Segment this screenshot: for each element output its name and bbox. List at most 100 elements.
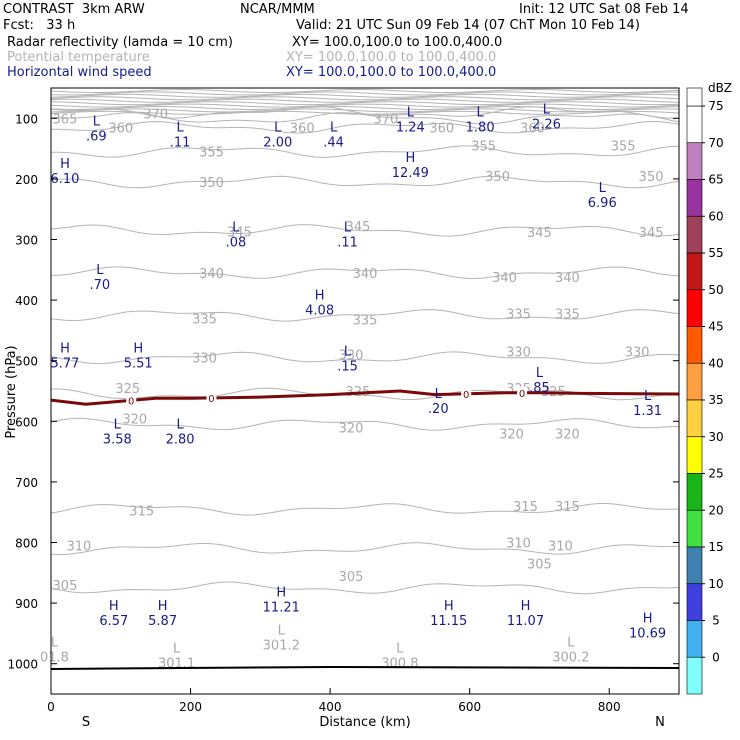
y-tick-label: 200 — [15, 173, 38, 187]
colorbar-unit: dBZ — [708, 81, 732, 95]
theta-contour-line — [50, 309, 680, 322]
wind-extremum-type: H — [60, 342, 70, 357]
theta-contour-label: 360 — [520, 121, 545, 136]
field-wind-name: Horizontal wind speed — [7, 65, 152, 80]
colorbar-level-label: 20 — [708, 503, 723, 517]
theta-contour-label: 370 — [374, 112, 399, 127]
field-reflectivity-name: Radar reflectivity (lamda = 10 cm) — [7, 35, 233, 50]
wind-extremum-value: 4.08 — [305, 303, 334, 318]
wind-extremum-type: L — [543, 102, 551, 117]
theta-contour-label: 320 — [555, 427, 580, 442]
y-tick-label: 600 — [15, 415, 38, 429]
header-line1-left: CONTRAST 3km ARW — [3, 2, 145, 17]
theta-extremum-type: L — [51, 636, 59, 651]
theta-extremum-value: 301.2 — [263, 638, 300, 653]
colorbar-swatch — [686, 362, 703, 401]
y-tick-label: 900 — [15, 597, 38, 611]
wind-extremum-type: L — [274, 120, 282, 135]
y-tick-label: 1000 — [7, 658, 38, 672]
wind-extremum-type: L — [176, 417, 184, 432]
wind-extremum-value: 5.77 — [50, 357, 79, 372]
theta-contour-label: 320 — [499, 427, 524, 442]
colorbar-swatch — [686, 473, 703, 511]
theta-extremum-type: L — [173, 642, 181, 657]
wind-extremum-type: L — [477, 105, 485, 120]
wind-extremum-type: H — [158, 599, 168, 614]
wind-extremum-type: L — [407, 105, 415, 120]
theta-extremum-type: L — [567, 636, 575, 651]
wind-extremum-value: .44 — [323, 135, 344, 150]
theta-contour-line — [50, 103, 680, 108]
theta-contour-label: 325 — [115, 382, 140, 397]
freezing-level-label: 0 — [208, 394, 214, 405]
theta-contour-line — [50, 91, 680, 96]
theta-contour-line — [50, 88, 680, 94]
wind-extremum-type: L — [435, 387, 443, 402]
wind-extremum-value: 5.87 — [148, 614, 177, 629]
freezing-level-label: 0 — [519, 389, 525, 400]
theta-contour-label: 315 — [513, 500, 538, 515]
wind-extremum-value: 10.69 — [629, 626, 666, 641]
header-line2-right: Valid: 21 UTC Sun 09 Feb 14 (07 ChT Mon … — [296, 18, 640, 33]
colorbar-level-label: 15 — [708, 540, 723, 554]
colorbar-swatch — [686, 326, 703, 364]
theta-contour-label: 350 — [639, 170, 664, 185]
colorbar-level-label: 50 — [708, 283, 723, 297]
theta-contour-label: 370 — [143, 107, 168, 122]
x-axis-start-label: S — [82, 715, 90, 730]
theta-contour-label: 340 — [555, 271, 580, 286]
theta-contour-line — [51, 145, 680, 158]
wind-extrema: L.69L.11L2.00L.44L1.24L1.80L2.26H6.10H12… — [50, 102, 666, 641]
theta-contour-label: 360 — [429, 121, 454, 136]
theta-contour-label: 365 — [53, 112, 78, 127]
y-tick-label: 300 — [15, 234, 38, 248]
theta-contour-label: 340 — [353, 267, 378, 282]
theta-contour-label: 360 — [290, 121, 315, 136]
colorbar-level-label: 0 — [712, 650, 720, 664]
y-axis-label: Pressure (hPa) — [4, 345, 19, 438]
freezing-line: 0 0 0 0 — [50, 386, 680, 407]
y-tick-label: 800 — [15, 537, 38, 551]
wind-extremum-type: H — [276, 585, 286, 600]
theta-contour-line — [50, 101, 680, 106]
theta-contour-label: 345 — [227, 226, 252, 241]
theta-contour-line — [50, 93, 680, 98]
theta-contour-label: 355 — [199, 146, 224, 161]
colorbar-level-label: 55 — [708, 246, 723, 260]
x-tick-label: 400 — [319, 700, 342, 714]
theta-contour-label: 305 — [339, 570, 364, 585]
colorbar-swatch — [686, 105, 703, 144]
freezing-label-bg — [517, 386, 527, 399]
theta-contour-line — [50, 108, 680, 113]
theta-contour-label: 330 — [506, 346, 531, 361]
theta-contour-line — [51, 120, 680, 134]
x-tick-label: 600 — [458, 700, 481, 714]
colorbar-level-label: 75 — [708, 99, 723, 113]
colorbar-level-label: 5 — [712, 614, 720, 628]
theta-contour-line — [50, 98, 680, 103]
theta-contour-label: 345 — [639, 226, 664, 241]
theta-contour-line — [50, 110, 680, 115]
colorbar-level-label: 30 — [708, 430, 723, 444]
plot-frame — [50, 87, 680, 695]
theta-contour-line — [50, 175, 680, 189]
colorbar-swatch — [686, 509, 703, 548]
x-tick-label: 200 — [179, 700, 202, 714]
wind-extremum-value: 6.10 — [50, 172, 79, 187]
theta-contour-label: 355 — [471, 140, 496, 155]
wind-extremum-value: .69 — [86, 129, 107, 144]
theta-contours: 305 305 305 310 310 310 315 315 315 320 320 320 320 3… — [40, 88, 680, 672]
colorbar-swatch — [686, 215, 703, 254]
x-axis-end-label: N — [655, 715, 665, 730]
wind-extremum-type: H — [444, 599, 454, 614]
wind-extremum-type: L — [93, 114, 101, 129]
wind-extremum-value: 6.57 — [99, 614, 128, 629]
theta-extremum-type: L — [278, 623, 286, 638]
freezing-level-line — [50, 389, 680, 406]
wind-extremum-value: 11.21 — [263, 600, 300, 615]
colorbar-level-label: 45 — [708, 320, 723, 334]
wind-extremum-value: .70 — [90, 278, 111, 293]
wind-extremum-value: 2.26 — [532, 117, 561, 132]
